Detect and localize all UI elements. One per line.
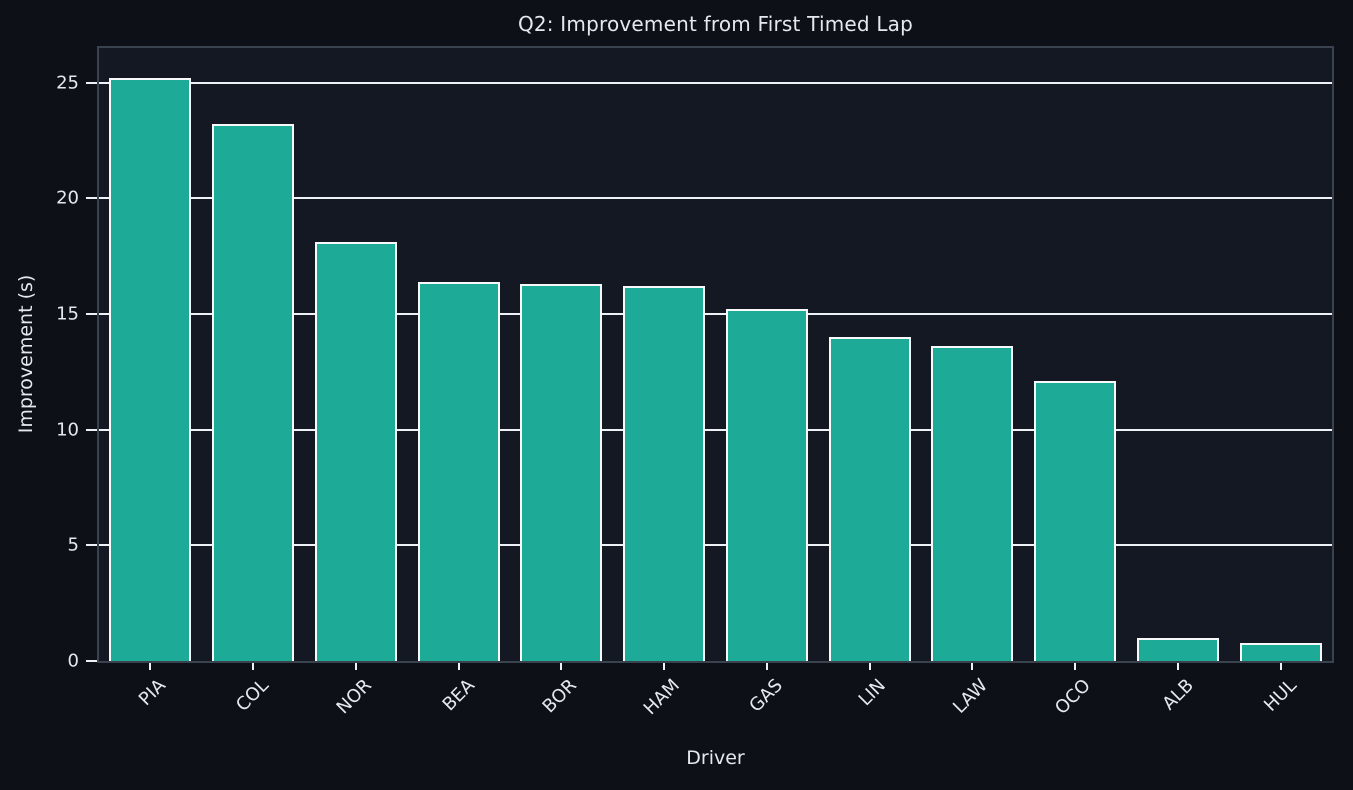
x-tick-mark	[868, 663, 871, 670]
x-tick-label: PIA	[135, 675, 171, 710]
y-tick-mark	[86, 544, 97, 547]
bar-alb	[1136, 637, 1219, 661]
y-tick-mark	[86, 197, 97, 200]
chart-title: Q2: Improvement from First Timed Lap	[517, 12, 914, 36]
y-tick-label: 20	[56, 187, 79, 209]
y-tick-mark	[86, 428, 97, 431]
x-tick-mark	[457, 663, 460, 670]
x-tick-label: GAS	[745, 675, 787, 717]
x-tick-label: HAM	[639, 675, 684, 720]
gridline	[99, 544, 1332, 547]
x-tick-mark	[560, 663, 563, 670]
x-tick-label: HUL	[1259, 675, 1301, 716]
x-tick-label: BOR	[538, 675, 582, 718]
bar-gas	[725, 309, 808, 661]
x-tick-mark	[1074, 663, 1077, 670]
x-tick-label: LAW	[949, 675, 993, 718]
x-tick-mark	[971, 663, 974, 670]
x-tick-mark	[1176, 663, 1179, 670]
bar-hul	[1239, 642, 1322, 661]
x-tick-label: BEA	[438, 675, 479, 716]
x-tick-mark	[252, 663, 255, 670]
bar-col	[212, 124, 295, 661]
x-tick-mark	[354, 663, 357, 670]
x-tick-mark	[765, 663, 768, 670]
bar-ham	[623, 286, 706, 661]
x-tick-label: NOR	[332, 675, 376, 719]
x-tick-mark	[663, 663, 666, 670]
x-tick-mark	[1279, 663, 1282, 670]
bar-lin	[828, 337, 911, 661]
x-tick-label: COL	[232, 675, 273, 716]
bar-oco	[1034, 381, 1117, 661]
bar-bea	[417, 281, 500, 661]
y-axis-label: Improvement (s)	[15, 274, 37, 434]
gridline	[99, 81, 1332, 84]
plot-area: 0 5 10 15 20 25 PIA COL NOR BEA BOR HAM GAS LIN LAW OCO…	[56, 46, 1334, 719]
gridline	[99, 428, 1332, 431]
y-tick-mark	[86, 313, 97, 316]
bar-nor	[314, 242, 397, 661]
x-tick-mark	[149, 663, 152, 670]
x-axis-label: Driver	[686, 747, 745, 769]
y-tick-label: 25	[56, 72, 79, 94]
y-tick-label: 15	[56, 303, 79, 325]
y-tick-label: 10	[56, 419, 79, 441]
y-tick-label: 0	[67, 650, 79, 672]
gridline	[99, 313, 1332, 316]
x-tick-label: OCO	[1051, 675, 1095, 719]
bar-bor	[520, 283, 603, 661]
bar-pia	[109, 78, 192, 661]
y-tick-label: 5	[67, 534, 79, 556]
x-tick-label: ALB	[1158, 675, 1198, 715]
y-tick-mark	[86, 660, 97, 662]
gridline	[99, 197, 1332, 200]
bar-law	[931, 346, 1014, 661]
x-tick-label: LIN	[854, 675, 890, 711]
y-tick-mark	[86, 81, 97, 84]
